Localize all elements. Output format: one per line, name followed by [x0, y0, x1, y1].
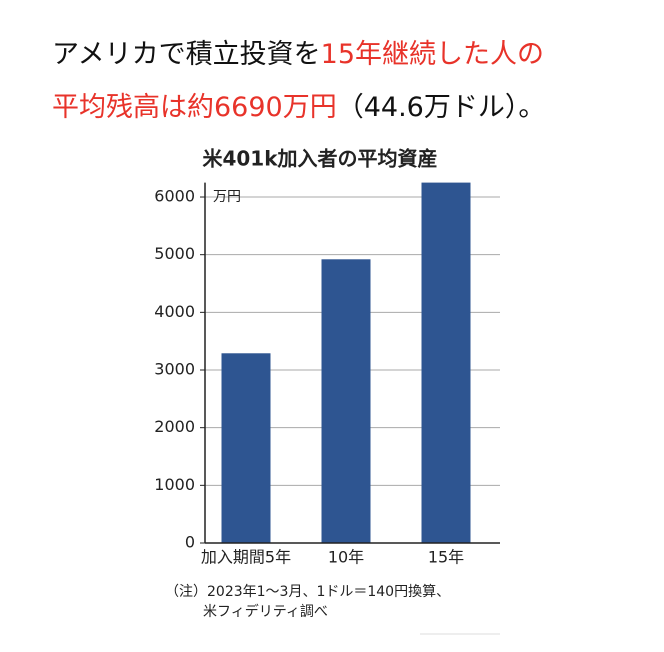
bar: [421, 182, 471, 543]
bar: [321, 259, 371, 543]
y-tick-label: 5000: [154, 244, 195, 263]
headline-highlight: 平均残高は約6690万円: [52, 92, 337, 123]
headline-highlight: 15年継続した人の: [320, 39, 545, 70]
note: （注）2023年1～3月、1ドル＝140円換算、: [165, 584, 450, 600]
bar: [221, 353, 271, 543]
y-tick-label: 1000: [154, 475, 195, 494]
headline-line2: 平均残高は約6690万円（44.6万ドル）。: [52, 85, 545, 124]
unit-label: 万円: [213, 189, 241, 205]
y-tick-label: 0: [185, 533, 195, 552]
headline-line1: アメリカで積立投資を15年継続した人の: [52, 32, 544, 71]
x-tick-label: 10年: [328, 548, 364, 567]
note: 米フィデリティ調べ: [203, 603, 328, 620]
y-tick-label: 4000: [154, 302, 195, 321]
x-tick-label: 15年: [428, 548, 464, 567]
x-tick-label: 加入期間5年: [201, 548, 291, 567]
headline-text: アメリカで積立投資を: [52, 39, 321, 70]
headline-text: （44.6万ドル）。: [336, 92, 546, 123]
y-tick-label: 2000: [154, 417, 195, 436]
y-tick-label: 6000: [154, 187, 195, 206]
y-tick-label: 3000: [154, 360, 195, 379]
chart-title: 米401k加入者の平均資産: [202, 147, 437, 171]
